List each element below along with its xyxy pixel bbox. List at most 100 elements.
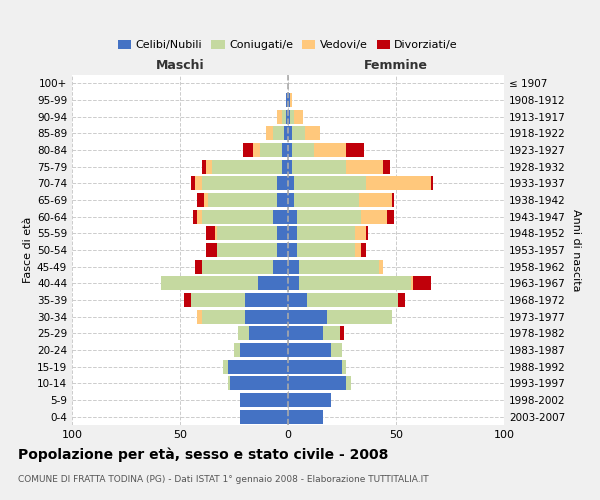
Bar <box>288 243 296 257</box>
Bar <box>245 310 288 324</box>
Bar <box>241 410 288 424</box>
Bar <box>195 176 202 190</box>
Bar <box>388 210 394 224</box>
Bar <box>299 260 379 274</box>
Bar <box>288 376 346 390</box>
Bar <box>295 193 359 207</box>
Bar <box>266 126 273 140</box>
Bar <box>292 143 314 157</box>
Bar <box>284 126 288 140</box>
Bar <box>288 126 292 140</box>
Text: Maschi: Maschi <box>155 58 205 71</box>
Bar <box>290 110 295 124</box>
Bar <box>206 226 215 240</box>
Bar <box>249 326 288 340</box>
Bar <box>288 310 327 324</box>
Bar <box>204 193 208 207</box>
Bar <box>212 160 281 174</box>
Bar <box>202 160 206 174</box>
Bar <box>288 343 331 357</box>
Bar <box>208 193 277 207</box>
Bar <box>161 276 258 290</box>
Bar <box>288 210 296 224</box>
Bar <box>277 226 288 240</box>
Bar <box>288 93 290 107</box>
Bar <box>359 193 392 207</box>
Bar <box>273 260 288 274</box>
Bar <box>288 276 299 290</box>
Bar <box>191 176 195 190</box>
Bar <box>346 160 383 174</box>
Bar <box>361 210 388 224</box>
Bar <box>355 243 361 257</box>
Bar <box>288 293 307 307</box>
Bar <box>323 326 340 340</box>
Bar <box>281 160 288 174</box>
Bar <box>241 343 288 357</box>
Bar <box>273 126 284 140</box>
Bar <box>241 393 288 407</box>
Bar <box>206 160 212 174</box>
Bar <box>398 293 404 307</box>
Bar <box>223 360 227 374</box>
Bar <box>292 160 346 174</box>
Bar <box>242 143 253 157</box>
Bar <box>245 293 288 307</box>
Bar <box>292 126 305 140</box>
Bar <box>230 376 288 390</box>
Bar <box>202 310 245 324</box>
Bar <box>431 176 433 190</box>
Bar <box>197 210 202 224</box>
Bar <box>413 276 431 290</box>
Bar <box>305 126 320 140</box>
Bar <box>286 110 288 124</box>
Bar <box>288 393 331 407</box>
Bar <box>288 110 290 124</box>
Bar <box>296 226 355 240</box>
Bar <box>331 343 342 357</box>
Bar <box>314 143 346 157</box>
Bar <box>217 243 277 257</box>
Bar <box>215 226 217 240</box>
Bar <box>340 326 344 340</box>
Bar <box>277 176 288 190</box>
Bar <box>277 110 281 124</box>
Bar <box>258 276 288 290</box>
Bar <box>288 326 323 340</box>
Y-axis label: Fasce di età: Fasce di età <box>23 217 33 283</box>
Text: Popolazione per età, sesso e stato civile - 2008: Popolazione per età, sesso e stato civil… <box>18 448 388 462</box>
Bar <box>227 376 230 390</box>
Bar <box>277 193 288 207</box>
Bar <box>217 226 277 240</box>
Bar <box>288 193 295 207</box>
Bar <box>295 110 303 124</box>
Bar <box>296 210 361 224</box>
Bar <box>197 193 204 207</box>
Bar <box>288 260 299 274</box>
Bar <box>366 226 368 240</box>
Bar <box>184 293 191 307</box>
Bar <box>296 243 355 257</box>
Bar <box>281 143 288 157</box>
Bar <box>288 360 342 374</box>
Bar <box>234 343 241 357</box>
Bar <box>288 410 323 424</box>
Bar <box>281 110 286 124</box>
Bar <box>191 293 245 307</box>
Bar <box>286 93 288 107</box>
Bar <box>288 226 296 240</box>
Bar <box>260 143 281 157</box>
Text: COMUNE DI FRATTA TODINA (PG) - Dati ISTAT 1° gennaio 2008 - Elaborazione TUTTITA: COMUNE DI FRATTA TODINA (PG) - Dati ISTA… <box>18 475 428 484</box>
Bar <box>288 143 292 157</box>
Bar <box>361 243 366 257</box>
Bar <box>346 376 350 390</box>
Bar <box>238 326 249 340</box>
Legend: Celibi/Nubili, Coniugati/e, Vedovi/e, Divorziati/e: Celibi/Nubili, Coniugati/e, Vedovi/e, Di… <box>113 35 463 54</box>
Bar <box>307 293 398 307</box>
Bar <box>346 143 364 157</box>
Bar <box>206 243 217 257</box>
Bar <box>273 210 288 224</box>
Bar <box>202 210 273 224</box>
Bar <box>193 210 197 224</box>
Bar <box>253 143 260 157</box>
